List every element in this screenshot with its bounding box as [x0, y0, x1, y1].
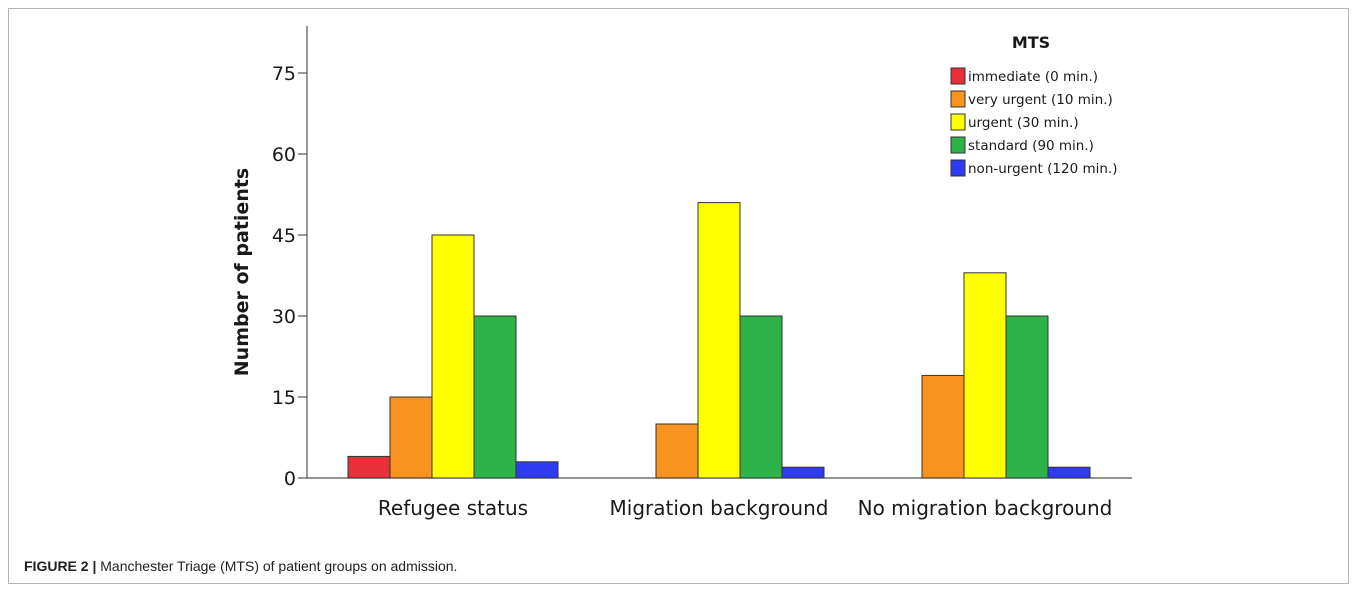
- y-tick-label: 0: [284, 468, 296, 490]
- bar: [389, 396, 433, 479]
- legend-label: very urgent (10 min.): [968, 92, 1113, 108]
- y-tick-label: 60: [272, 144, 296, 166]
- caption-text: Manchester Triage (MTS) of patient group…: [100, 558, 458, 574]
- legend-swatch: [950, 159, 966, 177]
- bar: [347, 455, 391, 479]
- legend-title: MTS: [1012, 33, 1050, 52]
- caption-label: FIGURE 2 |: [24, 558, 97, 574]
- category-label: No migration background: [858, 496, 1113, 520]
- legend-label: urgent (30 min.): [968, 115, 1079, 131]
- bar: [431, 234, 475, 479]
- bar: [1005, 315, 1049, 479]
- legend-label: non-urgent (120 min.): [968, 161, 1117, 177]
- y-tick-label: 15: [272, 387, 296, 409]
- category-labels: Refugee status Migration background No mig…: [378, 496, 1112, 520]
- bar: [963, 272, 1007, 479]
- legend-swatch: [950, 67, 966, 85]
- figure-caption: FIGURE 2 | Manchester Triage (MTS) of pa…: [24, 558, 457, 574]
- bar: [1047, 466, 1091, 479]
- legend-label: standard (90 min.): [968, 138, 1094, 154]
- bar: [473, 315, 517, 479]
- bar: [515, 461, 559, 479]
- bar: [781, 466, 825, 479]
- legend: MTS immediate (0 min.) very urgent (10 mi…: [950, 33, 1117, 177]
- legend-swatch: [950, 113, 966, 131]
- y-tick-label: 45: [272, 225, 296, 247]
- bar: [655, 423, 699, 479]
- bar: [921, 374, 965, 479]
- y-axis-label: Number of patients: [231, 168, 253, 376]
- bars: [347, 202, 1091, 479]
- y-tick-label: 30: [272, 306, 296, 328]
- legend-label: immediate (0 min.): [968, 69, 1098, 85]
- bar: [697, 202, 741, 479]
- bar-chart: 0 15 30 45 60 75 Refugee status Migration back…: [231, 26, 1132, 520]
- category-label: Refugee status: [378, 496, 528, 520]
- legend-swatch: [950, 136, 966, 154]
- figure-frame: [8, 8, 1349, 584]
- legend-swatch: [950, 90, 966, 108]
- bar: [739, 315, 783, 479]
- category-label: Migration background: [610, 496, 829, 520]
- y-tick-label: 75: [272, 63, 296, 85]
